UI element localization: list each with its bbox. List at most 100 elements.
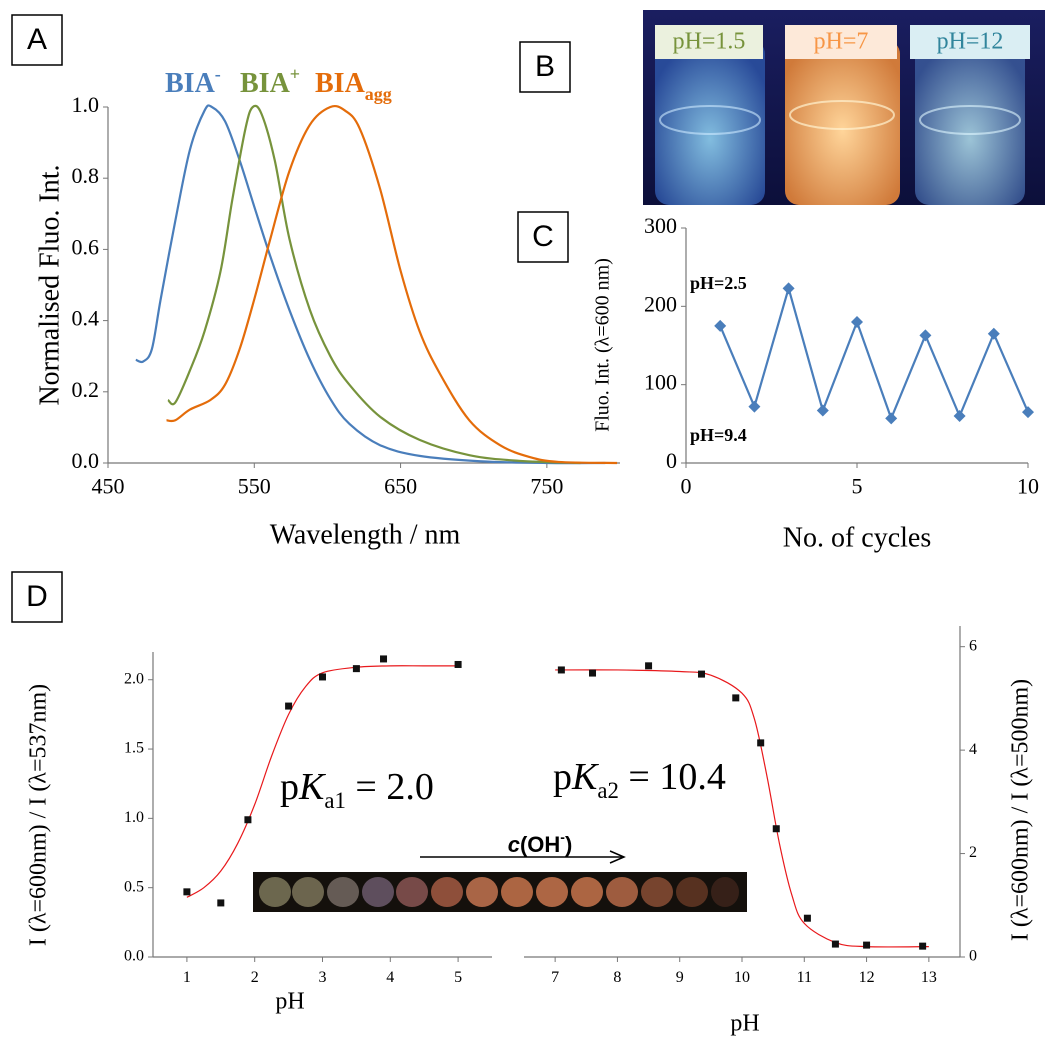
y-tick-label: 2.0 xyxy=(124,670,144,687)
marker xyxy=(183,888,191,896)
x-axis-title: pH xyxy=(730,1011,759,1037)
x-tick-label: 13 xyxy=(921,969,937,986)
panel-label: C xyxy=(532,220,554,253)
marker xyxy=(803,914,811,922)
y-tick-label: 0.8 xyxy=(72,163,100,188)
y-tick-label: 1.0 xyxy=(124,809,144,826)
y-axis-title: Normalised Fluo. Int. xyxy=(34,164,65,405)
panel-label: D xyxy=(26,580,48,613)
x-tick-label: 5 xyxy=(852,473,863,498)
y-tick-label: 0.0 xyxy=(124,948,144,965)
y-tick-label: 4 xyxy=(969,741,977,758)
marker xyxy=(919,942,927,950)
x-tick-label: 11 xyxy=(797,969,812,986)
y-tick-label: 0.6 xyxy=(72,234,100,259)
panel-b-photo: pH=1.5 pH=7 pH=12 xyxy=(643,10,1045,205)
legend-entry: BIAagg xyxy=(315,68,392,104)
y-tick-label: 0 xyxy=(969,948,977,965)
panel-box xyxy=(11,571,63,623)
arrow-head xyxy=(609,850,626,864)
x-tick-label: 10 xyxy=(1017,473,1039,498)
x-tick-label: 650 xyxy=(384,473,417,498)
panel-label: B xyxy=(535,50,555,83)
marker xyxy=(782,282,795,295)
x-tick-label: 2 xyxy=(251,969,259,986)
annotation: pKa2 = 10.4 xyxy=(553,756,726,803)
line xyxy=(166,104,618,465)
x-tick-label: 10 xyxy=(734,969,750,986)
marker xyxy=(757,739,765,747)
x-axis-title: Wavelength / nm xyxy=(270,519,461,550)
y-tick-label: 0.2 xyxy=(72,377,100,402)
y-tick-label: 0.4 xyxy=(72,306,100,331)
y-tick-label: 1.0 xyxy=(72,92,100,117)
y-tick-label: 100 xyxy=(644,370,677,395)
marker xyxy=(714,319,727,332)
panel-box xyxy=(519,41,571,93)
panel-d-strip xyxy=(253,872,747,912)
y-tick-label: 2 xyxy=(969,844,977,861)
y-tick-label: 0 xyxy=(666,448,677,473)
x-tick-label: 450 xyxy=(92,473,125,498)
y-tick-label: 300 xyxy=(644,213,677,238)
marker xyxy=(831,940,839,948)
x-axis-title: No. of cycles xyxy=(783,522,932,553)
legend-entry: BIA+ xyxy=(240,64,300,99)
y-tick-label: 0.5 xyxy=(124,878,144,895)
marker xyxy=(557,666,565,674)
photo-label: pH=7 xyxy=(814,29,869,55)
x-tick-label: 4 xyxy=(386,969,394,986)
marker xyxy=(698,670,706,678)
marker xyxy=(319,673,326,681)
marker xyxy=(748,400,761,413)
x-tick-label: 5 xyxy=(454,969,462,986)
y-tick-label: 200 xyxy=(644,291,677,316)
photo-label: pH=1.5 xyxy=(673,29,746,55)
legend-entry: BIA- xyxy=(165,64,221,99)
x-tick-label: 8 xyxy=(613,969,621,986)
x-tick-label: 1 xyxy=(183,969,191,986)
x-tick-label: 550 xyxy=(238,473,271,498)
marker xyxy=(885,412,898,425)
marker xyxy=(732,694,740,702)
y-axis-title: Fluo. Int. (λ=600 nm) xyxy=(592,258,614,432)
x-tick-label: 7 xyxy=(551,969,559,986)
marker xyxy=(380,655,388,663)
y-axis-title: I (λ=600nm) / I (λ=500nm) xyxy=(1008,679,1034,941)
marker xyxy=(352,665,360,673)
fit-curve xyxy=(186,665,459,898)
y-tick-label: 0.0 xyxy=(72,448,100,473)
y-tick-label: 6 xyxy=(969,637,977,654)
x-tick-label: 12 xyxy=(859,969,875,986)
line xyxy=(719,284,1030,422)
panel-box xyxy=(11,14,63,66)
arrow-label: c(OH-) xyxy=(508,829,573,857)
x-axis-title: pH xyxy=(275,989,304,1015)
marker xyxy=(217,899,225,907)
marker xyxy=(816,404,829,417)
annotation: pH=9.4 xyxy=(690,425,747,445)
x-tick-label: 0 xyxy=(681,473,692,498)
line xyxy=(167,104,581,465)
photo-label: pH=12 xyxy=(937,29,1004,55)
marker xyxy=(285,702,293,710)
line xyxy=(135,104,606,465)
panel-box xyxy=(517,211,569,263)
marker xyxy=(851,316,863,328)
marker xyxy=(1022,406,1034,419)
annotation: pKa1 = 2.0 xyxy=(280,766,434,813)
marker xyxy=(987,327,1000,340)
marker xyxy=(863,941,871,949)
marker xyxy=(244,816,252,824)
y-tick-label: 1.5 xyxy=(124,740,144,757)
annotation: pH=2.5 xyxy=(690,273,747,293)
marker xyxy=(953,410,966,422)
marker xyxy=(589,669,597,677)
x-tick-label: 3 xyxy=(319,969,327,986)
marker xyxy=(919,329,932,342)
panel-label: A xyxy=(27,23,47,56)
marker xyxy=(454,660,462,668)
x-tick-label: 750 xyxy=(530,473,563,498)
y-axis-title: I (λ=600nm) / I (λ=537nm) xyxy=(26,684,52,946)
